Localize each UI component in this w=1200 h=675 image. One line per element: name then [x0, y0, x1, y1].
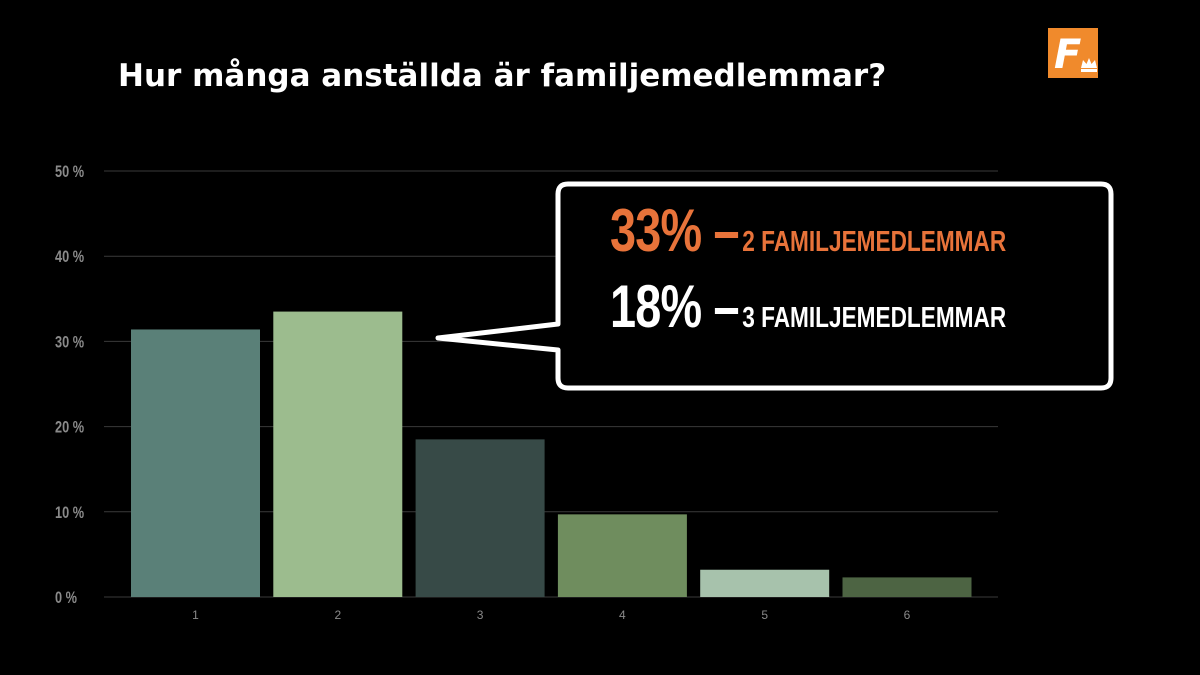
y-tick-label: 50 %	[55, 162, 84, 181]
y-tick-label: 0 %	[55, 588, 77, 607]
bars	[131, 311, 972, 597]
x-tick-label: 4	[619, 608, 626, 622]
crown-icon	[1081, 58, 1097, 72]
bar	[131, 329, 260, 597]
x-tick-label: 5	[761, 608, 768, 622]
chart-title: Hur många anställda är familjemedlemmar?	[118, 58, 887, 94]
x-axis-ticks: 1 2 3 4 5 6	[192, 608, 911, 622]
bar	[273, 311, 403, 597]
callout-line-2: 18% – 3 FAMILJEMEDLEMMAR	[610, 272, 1006, 341]
y-tick-label: 40 %	[55, 247, 84, 266]
callout-bubble	[435, 181, 1114, 391]
bar	[557, 514, 687, 597]
brand-logo: F	[1048, 28, 1098, 78]
y-tick-label: 10 %	[55, 503, 84, 522]
bar	[700, 569, 830, 597]
x-tick-label: 1	[192, 608, 199, 622]
callout-label-1: 2 FAMILJEMEDLEMMAR	[742, 226, 1007, 258]
callout-percent-1: 33% –	[610, 197, 740, 264]
logo-letter: F	[1054, 32, 1081, 78]
bar	[415, 439, 545, 597]
x-tick-label: 3	[477, 608, 484, 622]
callout-percent-2: 18% –	[610, 273, 740, 340]
x-tick-label: 6	[904, 608, 911, 622]
x-tick-label: 2	[334, 608, 341, 622]
y-tick-label: 30 %	[55, 333, 84, 352]
bar	[842, 577, 972, 597]
callout-label-2: 3 FAMILJEMEDLEMMAR	[742, 302, 1007, 334]
y-tick-label: 20 %	[55, 418, 84, 437]
y-axis-ticks: 0 % 10 % 20 % 30 % 40 % 50 %	[55, 162, 84, 607]
callout-line-1: 33% – 2 FAMILJEMEDLEMMAR	[610, 196, 1006, 265]
